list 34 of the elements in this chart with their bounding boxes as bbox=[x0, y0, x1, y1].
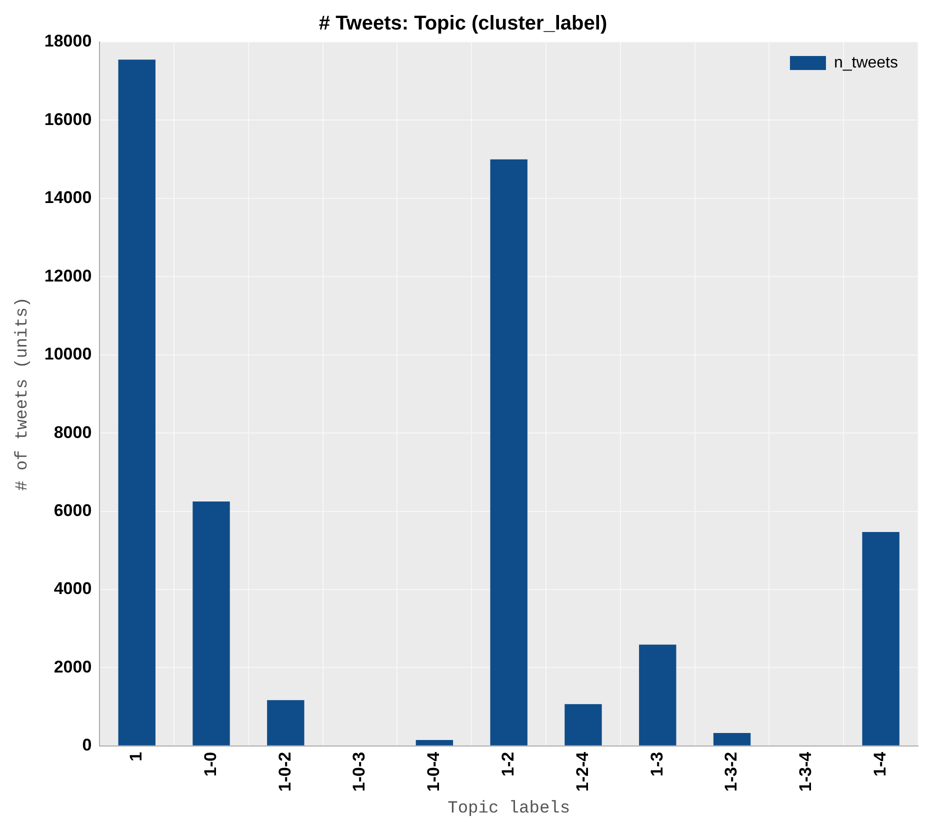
bar bbox=[564, 704, 602, 746]
x-tick-label: 1-3-4 bbox=[796, 751, 816, 792]
x-tick-label: 1-3 bbox=[647, 752, 666, 776]
bar bbox=[416, 740, 454, 746]
y-tick-label: 6000 bbox=[54, 500, 92, 520]
y-tick-label: 4000 bbox=[54, 579, 92, 598]
y-tick-label: 0 bbox=[82, 736, 92, 755]
y-tick-label: 16000 bbox=[44, 110, 92, 129]
legend-label: n_tweets bbox=[834, 54, 898, 72]
bar bbox=[639, 644, 676, 746]
chart-title: # Tweets: Topic (cluster_label) bbox=[318, 12, 608, 35]
x-tick-label: 1-2 bbox=[498, 752, 518, 776]
bar bbox=[118, 60, 156, 746]
x-tick-label: 1-0 bbox=[200, 752, 220, 776]
x-tick-label: 1-0-2 bbox=[275, 752, 294, 792]
x-tick-label: 1-0-3 bbox=[350, 752, 369, 792]
bar bbox=[862, 532, 900, 746]
x-tick-label: 1 bbox=[126, 752, 146, 762]
x-tick-label: 1-2-4 bbox=[572, 751, 592, 792]
y-tick-label: 14000 bbox=[44, 188, 92, 208]
y-tick-label: 2000 bbox=[54, 657, 92, 676]
x-tick-label: 1-4 bbox=[870, 751, 890, 776]
x-axis-title: Topic labels bbox=[448, 799, 570, 818]
bar bbox=[192, 502, 230, 746]
y-tick-label: 8000 bbox=[54, 422, 92, 442]
x-tick-label: 1-3-2 bbox=[722, 752, 741, 792]
y-tick-label: 18000 bbox=[44, 32, 92, 51]
x-tick-label: 1-0-4 bbox=[424, 751, 444, 792]
bar bbox=[267, 700, 304, 746]
y-axis-title: # of tweets (units) bbox=[14, 297, 33, 491]
y-tick-label: 10000 bbox=[44, 344, 92, 364]
bar bbox=[713, 733, 751, 746]
y-tick-label: 12000 bbox=[44, 266, 92, 286]
bar bbox=[490, 159, 528, 746]
